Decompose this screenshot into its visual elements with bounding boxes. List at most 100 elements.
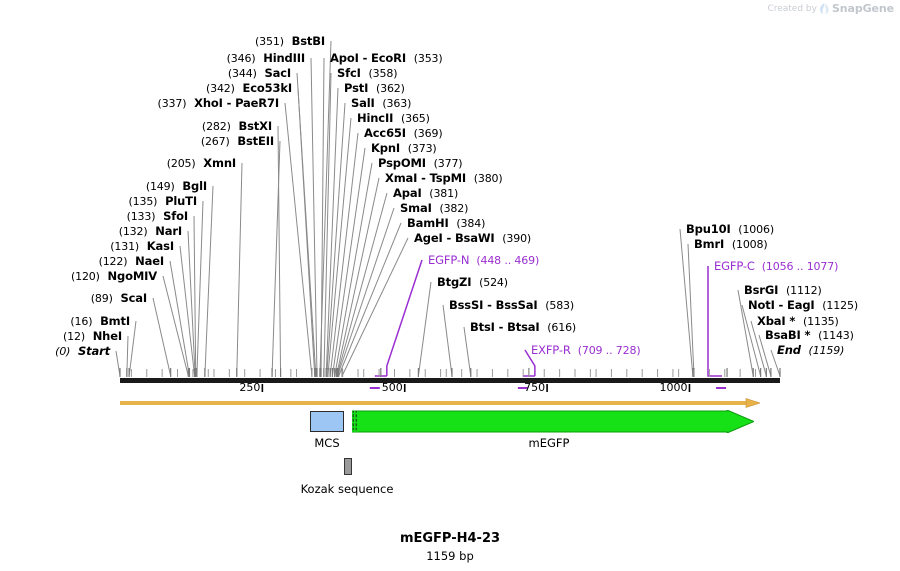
site-enzyme-name: BstXI xyxy=(238,119,272,133)
site-label-nhei[interactable]: (12) NheI xyxy=(63,330,122,343)
site-enzyme-name: XhoI - PaeR7I xyxy=(194,96,279,110)
site-label-bsabi-[interactable]: BsaBI * (1143) xyxy=(765,329,854,342)
site-label-sfci[interactable]: SfcI (358) xyxy=(337,67,398,80)
site-enzyme-name: BstBI xyxy=(291,34,326,48)
site-label-egfp-c[interactable]: EGFP-C (1056 .. 1077) xyxy=(714,260,838,273)
site-label-pspomi[interactable]: PspOMI (377) xyxy=(378,157,463,170)
leader-line xyxy=(169,260,190,377)
site-label-bstbi[interactable]: (351) BstBI xyxy=(255,35,325,48)
site-label-sali[interactable]: SalI (363) xyxy=(351,97,411,110)
site-enzyme-name: EGFP-C xyxy=(714,259,755,273)
site-label-xbai-[interactable]: XbaI * (1135) xyxy=(757,315,839,328)
leader-line xyxy=(277,125,282,377)
site-enzyme-name: NgoMIV xyxy=(107,269,158,283)
site-label-end[interactable]: End (1159) xyxy=(777,344,844,357)
site-label-acc65i[interactable]: Acc65I (369) xyxy=(364,127,443,140)
site-label-bsssi-bsssai[interactable]: BssSI - BssSaI (583) xyxy=(449,299,574,312)
site-label-pluti[interactable]: (135) PluTI xyxy=(129,195,198,208)
site-enzyme-name: KasI xyxy=(146,239,174,253)
leader-line xyxy=(187,230,196,377)
site-label-hindiii[interactable]: (346) HindIII xyxy=(227,52,305,65)
site-label-agei-bsawi[interactable]: AgeI - BsaWI (390) xyxy=(414,232,531,245)
site-enzyme-name: NaeI xyxy=(135,254,164,268)
feature-megfp-label: mEGFP xyxy=(528,436,570,450)
leader-line xyxy=(329,132,359,377)
site-label-sfoi[interactable]: (133) SfoI xyxy=(126,210,189,223)
snapgene-watermark: Created by SnapGene xyxy=(767,2,894,15)
feature-kozak-box[interactable] xyxy=(344,458,352,475)
site-position: (135) xyxy=(128,195,158,208)
site-position: (1159) xyxy=(808,344,845,357)
site-position: (377) xyxy=(433,157,463,170)
site-label-saci[interactable]: (344) SacI xyxy=(228,67,291,80)
feature-mcs-box[interactable] xyxy=(310,411,344,432)
site-label-scai[interactable]: (89) ScaI xyxy=(91,292,147,305)
site-label-apai[interactable]: ApaI (381) xyxy=(393,187,458,200)
site-position: (382) xyxy=(439,202,469,215)
feature-leader-line xyxy=(374,259,423,377)
site-label-xmni[interactable]: (205) XmnI xyxy=(167,157,236,170)
site-position: (358) xyxy=(368,67,398,80)
site-enzyme-name: BmrI xyxy=(694,237,725,251)
site-position: (1135) xyxy=(802,315,839,328)
site-position: (149) xyxy=(145,180,175,193)
ruler-tick-label: 250 xyxy=(239,381,261,394)
site-position: (1112) xyxy=(785,284,822,297)
watermark-prefix: Created by xyxy=(767,3,817,14)
site-label-bamhi[interactable]: BamHI (384) xyxy=(407,217,485,230)
site-enzyme-name: BmtI xyxy=(100,314,130,328)
site-label-psti[interactable]: PstI (362) xyxy=(344,82,405,95)
site-label-hincii[interactable]: HincII (365) xyxy=(357,112,430,125)
site-label-ngomiv[interactable]: (120) NgoMIV xyxy=(71,270,157,283)
feature-megfp-arrow[interactable] xyxy=(352,410,754,433)
site-label-bsrgi[interactable]: BsrGI (1112) xyxy=(744,284,822,297)
feature-mcs-label: MCS xyxy=(314,436,340,450)
leader-line xyxy=(126,335,129,377)
site-label-kpni[interactable]: KpnI (373) xyxy=(371,142,437,155)
site-label-bpu10i[interactable]: Bpu10I (1006) xyxy=(686,223,774,236)
leader-line xyxy=(319,40,332,377)
site-label-kasi[interactable]: (131) KasI xyxy=(110,240,174,253)
site-enzyme-name: XmnI xyxy=(203,156,236,170)
site-label-bstxi[interactable]: (282) BstXI xyxy=(202,120,272,133)
site-label-noti-eagi[interactable]: NotI - EagI (1125) xyxy=(748,299,858,312)
site-enzyme-name: PluTI xyxy=(165,194,197,208)
site-label-bsteii[interactable]: (267) BstEII xyxy=(201,135,274,148)
leader-line xyxy=(417,281,432,377)
sequence-backbone xyxy=(120,378,780,383)
leader-line xyxy=(296,72,317,377)
site-enzyme-name: SalI xyxy=(351,96,375,110)
site-enzyme-name: XbaI * xyxy=(757,314,796,328)
leader-line xyxy=(284,102,313,377)
site-label-exfp-r[interactable]: EXFP-R (709 .. 728) xyxy=(531,344,641,357)
site-position: (0) xyxy=(55,345,71,358)
site-position: (89) xyxy=(90,292,113,305)
site-label-bmri[interactable]: BmrI (1008) xyxy=(694,238,768,251)
leader-line xyxy=(196,200,204,377)
site-label-egfp-n[interactable]: EGFP-N (448 .. 469) xyxy=(428,254,539,267)
site-label-xmai-tspmi[interactable]: XmaI - TspMI (380) xyxy=(385,172,503,185)
orf-arrow xyxy=(120,398,760,408)
site-label-smai[interactable]: SmaI (382) xyxy=(400,202,468,215)
site-position: (524) xyxy=(479,276,508,289)
site-label-nari[interactable]: (132) NarI xyxy=(119,225,182,238)
feature-kozak-label: Kozak sequence xyxy=(300,482,394,496)
leader-line xyxy=(323,72,332,377)
site-label-bgli[interactable]: (149) BglI xyxy=(146,180,207,193)
leader-line xyxy=(679,228,694,377)
leader-line xyxy=(331,147,366,377)
site-label-bmti[interactable]: (16) BmtI xyxy=(70,315,130,328)
site-label-btgzi[interactable]: BtgZI (524) xyxy=(437,276,508,289)
site-label-eco53ki[interactable]: (342) Eco53kI xyxy=(206,82,292,95)
site-position: (132) xyxy=(118,225,148,238)
site-position: (353) xyxy=(413,52,443,65)
site-label-btsi-btsai[interactable]: BtsI - BtsaI (616) xyxy=(470,321,576,334)
site-label-apoi-ecori[interactable]: ApoI - EcoRI (353) xyxy=(330,52,443,65)
site-position: (133) xyxy=(126,210,156,223)
site-position: (384) xyxy=(456,217,486,230)
site-position: (122) xyxy=(98,255,128,268)
site-label-naei[interactable]: (122) NaeI xyxy=(98,254,165,268)
site-label-start[interactable]: (0) Start xyxy=(55,345,110,358)
site-enzyme-name: BglI xyxy=(182,179,207,193)
site-label-xhoi-paer7i[interactable]: (337) XhoI - PaeR7I xyxy=(158,96,280,110)
